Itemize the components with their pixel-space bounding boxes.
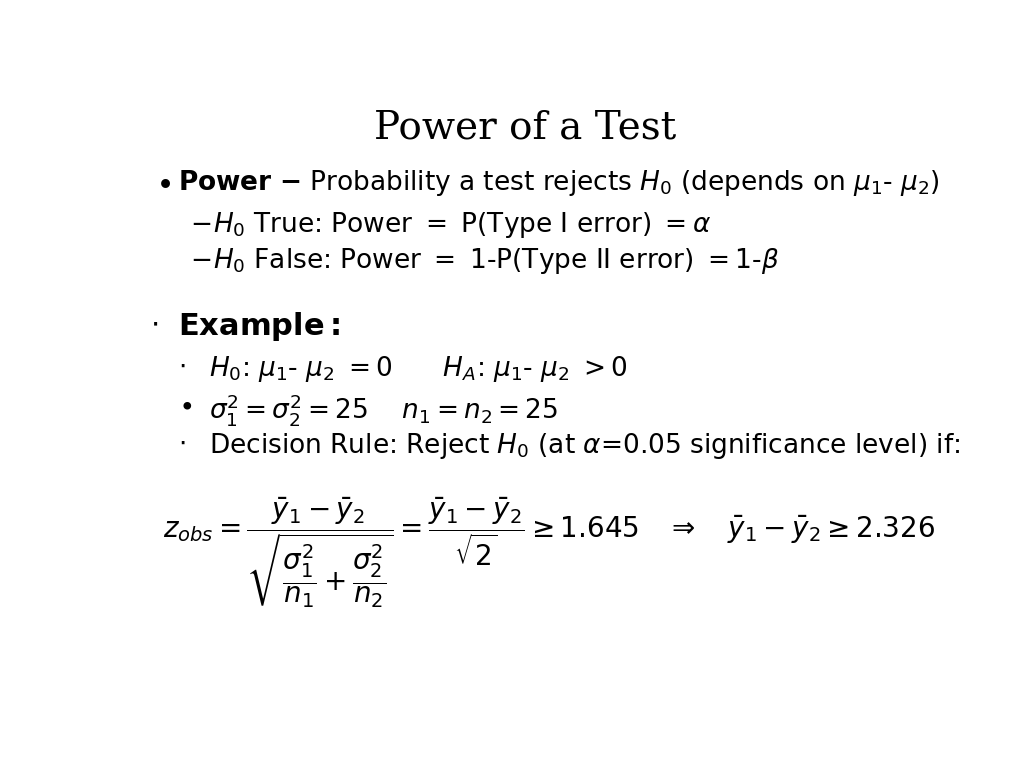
Text: Decision Rule: Reject $H_0$ (at $\alpha$=0.05 significance level) if:: Decision Rule: Reject $H_0$ (at $\alpha$… <box>209 431 961 461</box>
Text: $\sigma_1^2 = \sigma_2^2 = 25$    $n_1 = n_2 = 25$: $\sigma_1^2 = \sigma_2^2 = 25$ $n_1 = n_… <box>209 392 558 429</box>
Text: $\cdot$: $\cdot$ <box>178 431 186 457</box>
Text: $\cdot$: $\cdot$ <box>178 354 186 380</box>
Text: $-$: $-$ <box>190 210 211 236</box>
Text: $-$: $-$ <box>190 247 211 272</box>
Text: $z_{obs} = \dfrac{\bar{y}_1 - \bar{y}_2}{\sqrt{\dfrac{\sigma_1^2}{n_1} + \dfrac{: $z_{obs} = \dfrac{\bar{y}_1 - \bar{y}_2}… <box>163 495 935 610</box>
Text: $H_0$: $\mu_1$- $\mu_2$ $= 0$      $H_A$: $\mu_1$- $\mu_2$ $> 0$: $H_0$: $\mu_1$- $\mu_2$ $= 0$ $H_A$: $\m… <box>209 354 628 384</box>
Text: $H_0$ False: Power $=$ 1-P(Type II error) $= 1\text{-}\beta$: $H_0$ False: Power $=$ 1-P(Type II error… <box>213 247 779 276</box>
Text: $\mathbf{Example:}$: $\mathbf{Example:}$ <box>178 310 341 343</box>
Text: $\mathbf{Power}$ $\mathbf{-}$ Probability a test rejects $H_0$ (depends on $\mu_: $\mathbf{Power}$ $\mathbf{-}$ Probabilit… <box>178 167 940 197</box>
Text: $\bullet$: $\bullet$ <box>155 167 171 197</box>
Text: $\bullet$: $\bullet$ <box>178 392 193 419</box>
Text: Power of a Test: Power of a Test <box>374 110 676 147</box>
Text: $\cdot$: $\cdot$ <box>150 310 158 338</box>
Text: $H_0$ True: Power $=$ P(Type I error) $= \alpha$: $H_0$ True: Power $=$ P(Type I error) $=… <box>213 210 712 240</box>
